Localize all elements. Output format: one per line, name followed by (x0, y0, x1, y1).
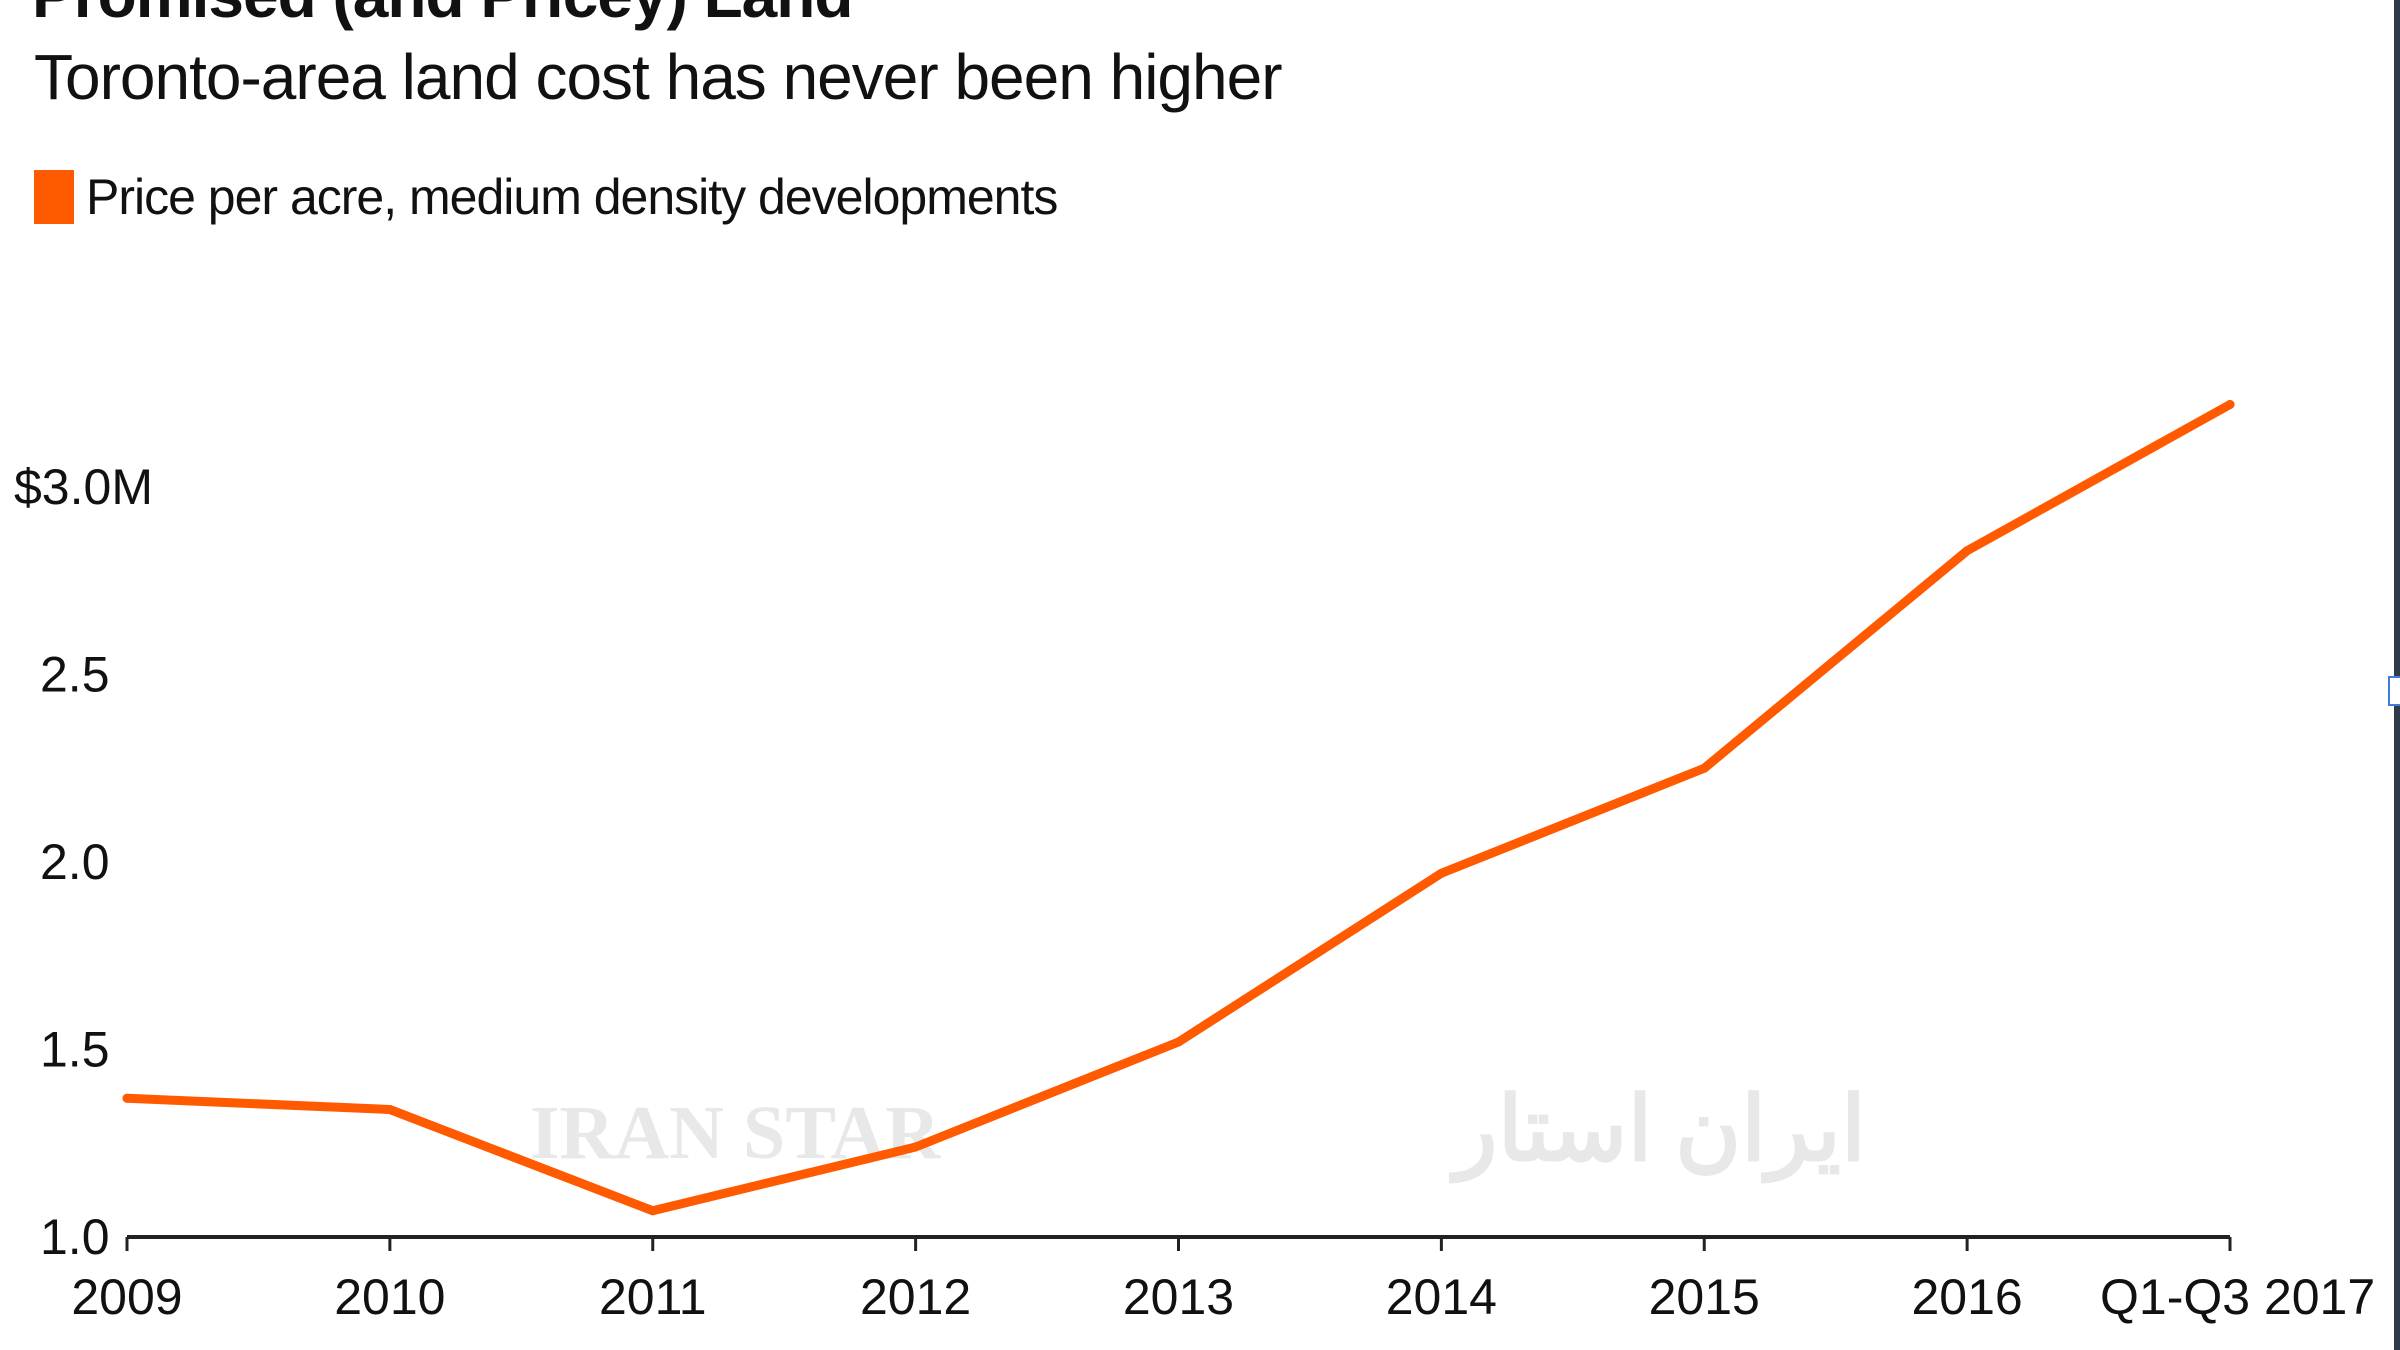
data-point (648, 1206, 658, 1216)
legend-swatch (34, 170, 74, 224)
x-tick-label: 2009 (71, 1269, 182, 1325)
series-line (122, 400, 2235, 1216)
watermark-persian: ایران استار (1448, 1081, 1866, 1184)
chart-title: Promised (and Pricey) Land (32, 0, 853, 32)
y-tick-label: 2.0 (40, 834, 110, 890)
legend: Price per acre, medium density developme… (34, 168, 1058, 226)
y-tick-label: 2.5 (40, 647, 110, 703)
window-edge (2394, 0, 2400, 1350)
x-tick-label: 2016 (1912, 1269, 2023, 1325)
data-point (1699, 763, 1709, 773)
watermark-latin: IRAN STAR (530, 1091, 941, 1175)
data-point (1436, 868, 1446, 878)
x-tick-label: Q1-Q3 2017 (2100, 1269, 2375, 1325)
legend-label: Price per acre, medium density developme… (86, 169, 1058, 225)
data-point (1174, 1037, 1183, 1047)
edge-handle[interactable] (2388, 676, 2400, 706)
data-point (385, 1105, 395, 1114)
x-tick-label: 2015 (1649, 1269, 1760, 1325)
x-tick-label: 2011 (599, 1269, 707, 1325)
data-point (1962, 546, 1972, 556)
x-tick-label: 2012 (860, 1269, 971, 1325)
data-point (911, 1142, 921, 1152)
x-tick-label: 2013 (1123, 1269, 1234, 1325)
y-tick-label: $3.0M (14, 459, 153, 515)
y-tick-label: 1.0 (40, 1209, 110, 1265)
x-tick-label: 2010 (334, 1269, 445, 1325)
data-point (2225, 400, 2235, 409)
chart-subtitle: Toronto-area land cost has never been hi… (34, 41, 1282, 113)
data-point (122, 1093, 132, 1103)
y-tick-label: 1.5 (40, 1022, 110, 1078)
x-tick-label: 2014 (1386, 1269, 1497, 1325)
